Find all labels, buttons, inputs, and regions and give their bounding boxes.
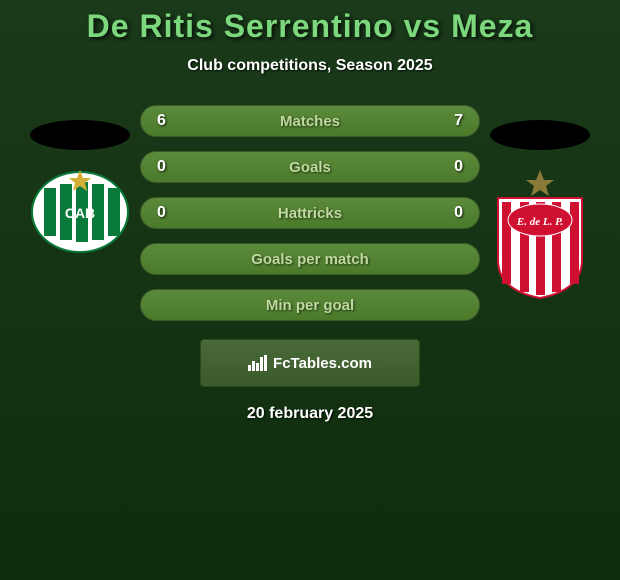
svg-text:CAB: CAB: [65, 205, 95, 221]
stat-row-min-per-goal: Min per goal: [140, 289, 480, 321]
stat-right-value: 0: [454, 158, 463, 176]
team-right-crest: E. de L. P.: [490, 170, 590, 300]
brand-box: FcTables.com: [200, 339, 420, 387]
svg-text:E. de L. P.: E. de L. P.: [516, 216, 563, 228]
chart-icon: [248, 355, 267, 371]
brand-text: FcTables.com: [273, 355, 372, 372]
stat-label: Hattricks: [278, 205, 342, 222]
stat-right-value: 0: [454, 204, 463, 222]
stat-left-value: 0: [157, 158, 166, 176]
comparison-area: CAB 6 Matches 7 0 Goals 0 0 Hattricks 0 …: [0, 105, 620, 321]
team-left-crest: CAB: [30, 170, 130, 255]
stat-label: Min per goal: [266, 297, 354, 314]
stat-label: Goals: [289, 159, 331, 176]
date-text: 20 february 2025: [0, 405, 620, 423]
player-right-side: E. de L. P.: [480, 105, 600, 300]
stat-label: Goals per match: [251, 251, 369, 268]
stat-label: Matches: [280, 113, 340, 130]
stat-row-goals: 0 Goals 0: [140, 151, 480, 183]
player-left-silhouette: [30, 120, 130, 150]
stat-left-value: 0: [157, 204, 166, 222]
stat-right-value: 7: [454, 112, 463, 130]
stat-row-hattricks: 0 Hattricks 0: [140, 197, 480, 229]
player-right-silhouette: [490, 120, 590, 150]
header: De Ritis Serrentino vs Meza Club competi…: [0, 0, 620, 75]
page-subtitle: Club competitions, Season 2025: [0, 57, 620, 75]
player-left-side: CAB: [20, 105, 140, 255]
page-title: De Ritis Serrentino vs Meza: [0, 8, 620, 45]
stat-row-matches: 6 Matches 7: [140, 105, 480, 137]
stat-row-goals-per-match: Goals per match: [140, 243, 480, 275]
stats-column: 6 Matches 7 0 Goals 0 0 Hattricks 0 Goal…: [140, 105, 480, 321]
stat-left-value: 6: [157, 112, 166, 130]
